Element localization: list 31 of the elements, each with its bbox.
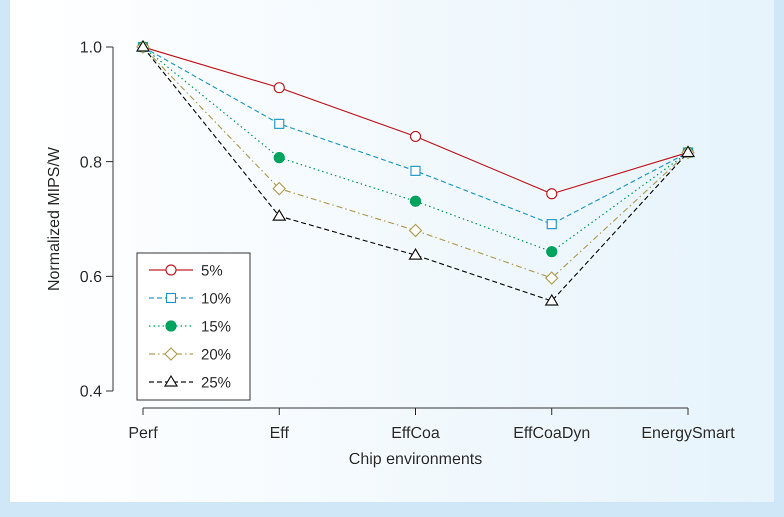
point bbox=[408, 248, 422, 260]
x-tick-label: EffCoa bbox=[391, 425, 440, 442]
point bbox=[410, 166, 421, 176]
point bbox=[408, 224, 422, 238]
point bbox=[410, 130, 422, 142]
point bbox=[545, 294, 558, 306]
y-tick-label: 0.6 bbox=[80, 268, 102, 286]
point bbox=[545, 271, 558, 285]
legend-label: 15% bbox=[201, 318, 232, 336]
point bbox=[272, 182, 286, 196]
legend-label: 25% bbox=[201, 374, 232, 392]
point bbox=[274, 118, 284, 129]
legend-label: 5% bbox=[201, 262, 223, 280]
y-axis-title: Normalized MIPS/W bbox=[46, 146, 63, 292]
legend-label: 20% bbox=[201, 346, 232, 364]
point bbox=[546, 246, 558, 258]
point bbox=[274, 82, 285, 94]
point bbox=[274, 152, 285, 164]
x-tick-label: EffCoaDyn bbox=[513, 425, 590, 442]
x-tick-label: Perf bbox=[128, 425, 158, 442]
x-tick-label: Eff bbox=[270, 425, 290, 442]
point bbox=[546, 188, 558, 200]
x-axis-title: Chip environments bbox=[348, 451, 482, 468]
point bbox=[410, 196, 422, 207]
y-tick-label: 1.0 bbox=[80, 40, 102, 57]
point bbox=[272, 210, 286, 221]
y-tick-label: 0.8 bbox=[80, 154, 102, 172]
legend-label: 10% bbox=[201, 290, 232, 308]
point bbox=[546, 219, 557, 230]
x-tick-label: EnergySmart bbox=[641, 425, 736, 442]
y-tick-label: 0.4 bbox=[80, 384, 102, 401]
